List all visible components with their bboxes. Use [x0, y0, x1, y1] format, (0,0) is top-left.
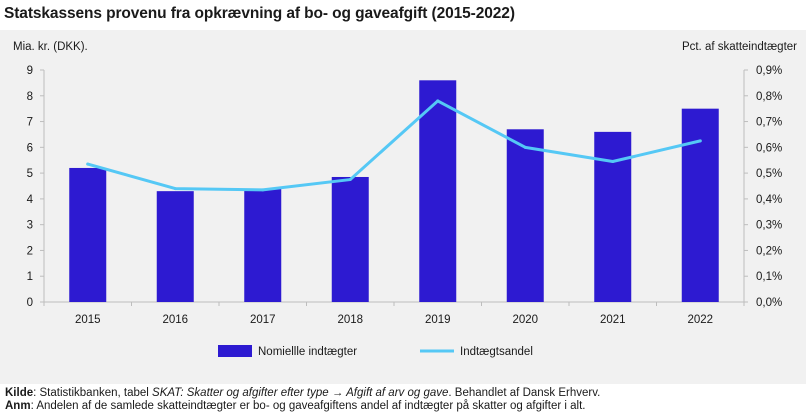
- bar-2018: [331, 176, 369, 302]
- right-tick-label: 0,7%: [756, 117, 782, 129]
- x-tick-label: 2015: [75, 314, 101, 326]
- right-tick-label: 0,2%: [756, 245, 782, 257]
- left-tick-label: 5: [27, 168, 33, 180]
- line-point-2021: [611, 160, 615, 164]
- line-point-2020: [523, 145, 527, 149]
- legend-line-label: Indtægtsandel: [460, 346, 533, 358]
- x-tick-label: 2019: [425, 314, 451, 326]
- legend-bar-swatch: [218, 345, 252, 357]
- line-point-2018: [348, 178, 352, 182]
- x-tick-label: 2017: [250, 314, 276, 326]
- line-point-2016: [173, 187, 177, 191]
- left-tick-label: 1: [27, 271, 33, 283]
- left-tick-label: 2: [27, 245, 33, 257]
- left-tick-label: 4: [27, 194, 34, 206]
- line-point-2022: [698, 139, 702, 143]
- x-tick-label: 2021: [600, 314, 626, 326]
- left-tick-label: 9: [27, 65, 33, 77]
- source-note: Kilde: Statistikbanken, tabel SKAT: Skat…: [5, 387, 601, 399]
- series-line-indtaegtsandel: [86, 99, 702, 192]
- line-point-2015: [86, 162, 90, 166]
- right-tick-label: 0,1%: [756, 271, 782, 283]
- x-tick-label: 2022: [687, 314, 713, 326]
- bar-2017: [244, 188, 282, 302]
- chart-panel: [0, 30, 806, 384]
- x-tick-label: 2016: [162, 314, 188, 326]
- right-tick-label: 0,9%: [756, 65, 782, 77]
- right-tick-label: 0,8%: [756, 91, 782, 103]
- left-tick-label: 8: [27, 91, 33, 103]
- chart-footer: Kilde: Statistikbanken, tabel SKAT: Skat…: [5, 387, 600, 413]
- left-tick-label: 0: [27, 297, 33, 309]
- y-right-axis-title: Pct. af skatteindtægter: [682, 41, 797, 53]
- chart-title: Statskassens provenu fra opkrævning af b…: [4, 5, 515, 22]
- bar-2015: [69, 167, 107, 302]
- right-tick-label: 0,4%: [756, 194, 782, 206]
- left-tick-label: 3: [27, 220, 33, 232]
- annotation-note: Anm: Andelen af de samlede skatteindtægt…: [5, 400, 586, 412]
- y-left-axis-title: Mia. kr. (DKK).: [13, 41, 88, 53]
- line-point-2017: [261, 188, 265, 192]
- left-tick-label: 7: [27, 117, 33, 129]
- x-tick-label: 2018: [337, 314, 363, 326]
- right-tick-label: 0,6%: [756, 142, 782, 154]
- left-tick-label: 6: [27, 142, 33, 154]
- bar-2022: [681, 108, 719, 303]
- bar-2020: [506, 129, 544, 302]
- right-tick-label: 0,5%: [756, 168, 782, 180]
- combo-chart: Mia. kr. (DKK). Pct. af skatteindtægter 0 1…: [13, 41, 797, 358]
- line-point-2019: [436, 99, 440, 103]
- x-tick-label: 2020: [512, 314, 538, 326]
- bar-2019: [419, 80, 457, 302]
- right-tick-label: 0,0%: [756, 297, 782, 309]
- legend-bar-label: Nomiellle indtægter: [258, 346, 357, 358]
- bar-2016: [156, 191, 194, 302]
- right-tick-label: 0,3%: [756, 220, 782, 232]
